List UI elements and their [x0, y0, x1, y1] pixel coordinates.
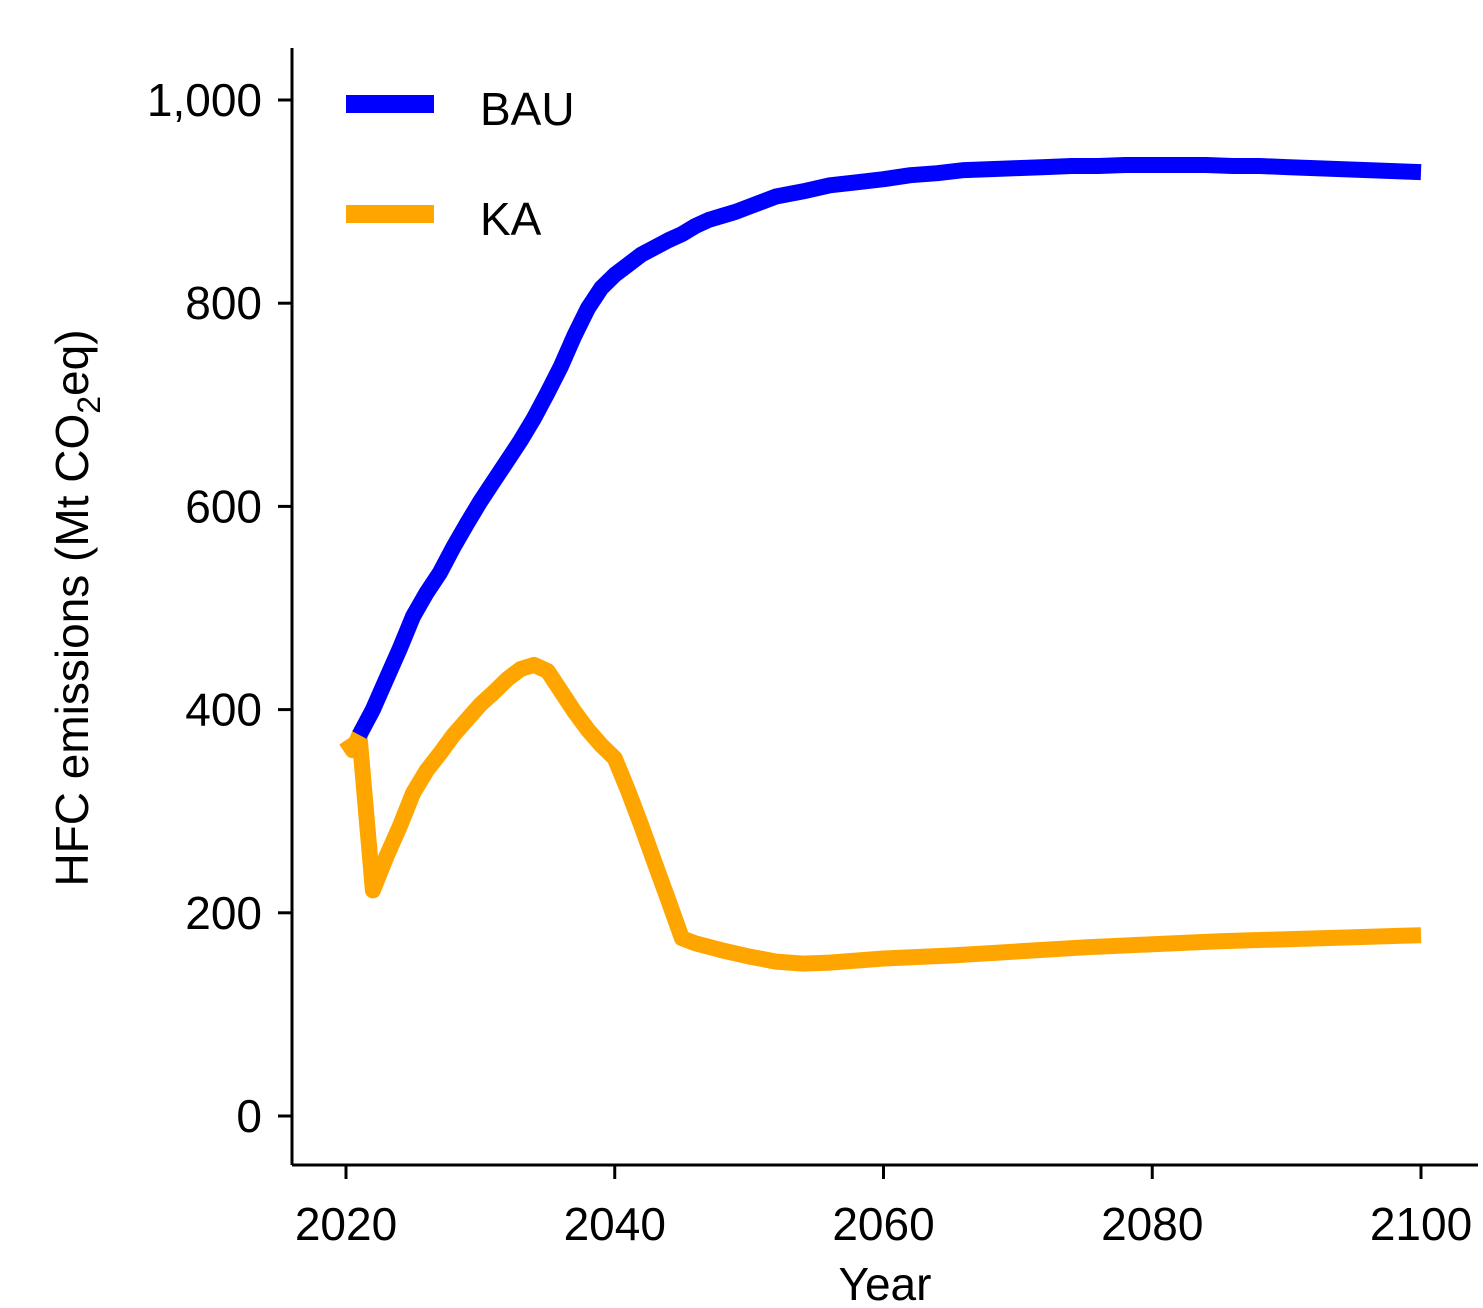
axes: [290, 48, 1478, 1167]
y-tick-label-600: 600: [185, 480, 262, 532]
y-ticks: 0 200 400 600 800 1,000: [147, 74, 292, 1142]
legend-label-bau: BAU: [480, 83, 575, 135]
y-tick-label-1,000: 1,000: [147, 74, 262, 126]
y-axis-title: HFC emissions (Mt CO2eq): [46, 329, 107, 886]
y-tick-label-400: 400: [185, 684, 262, 736]
x-axis-title: Year: [839, 1258, 932, 1308]
x-tick-label-2080: 2080: [1101, 1198, 1203, 1250]
x-tick-label-2100: 2100: [1370, 1198, 1472, 1250]
y-axis-title-tail: eq): [46, 329, 98, 395]
y-axis-title-subscript: 2: [71, 396, 107, 414]
series-line-ka: [339, 656, 1422, 972]
y-tick-label-0: 0: [236, 1090, 262, 1142]
y-axis-title-main: HFC emissions (Mt CO: [46, 414, 98, 887]
x-ticks: 2020 2040 2060 2080 2100: [295, 1165, 1472, 1250]
legend: BAU KA: [346, 83, 575, 245]
series-line-bau: [352, 157, 1422, 739]
y-tick-label-200: 200: [185, 887, 262, 939]
legend-label-ka: KA: [480, 193, 542, 245]
x-tick-label-2040: 2040: [564, 1198, 666, 1250]
x-tick-label-2060: 2060: [832, 1198, 934, 1250]
x-tick-label-2020: 2020: [295, 1198, 397, 1250]
y-tick-label-800: 800: [185, 277, 262, 329]
series-layer: [339, 157, 1422, 972]
